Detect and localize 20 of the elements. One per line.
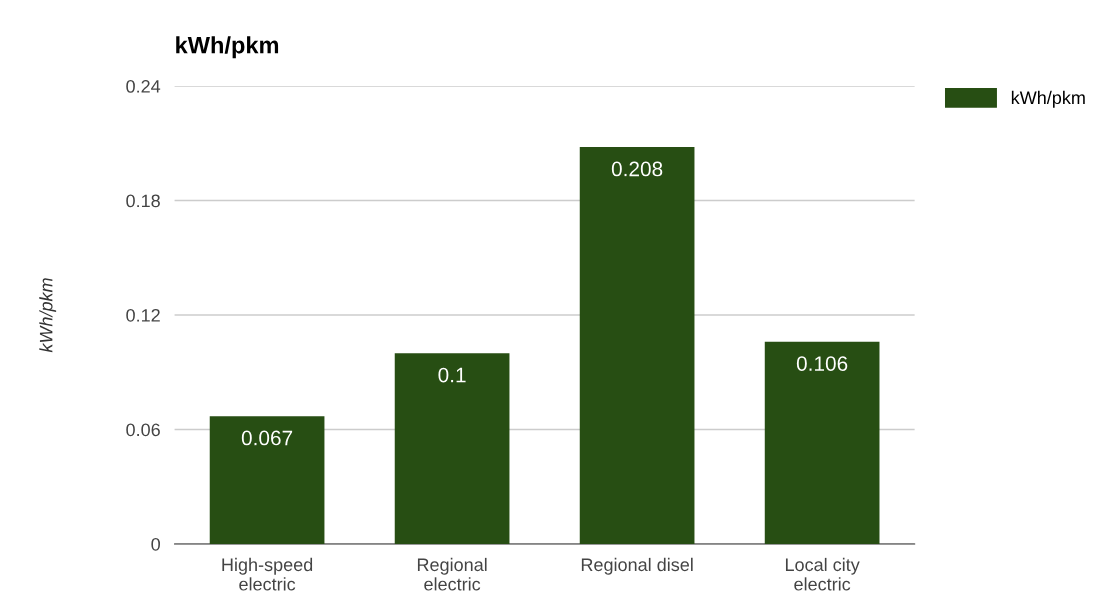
bar [764,341,880,544]
x-tick-label: Regional electric [417,557,487,591]
y-tick-label: 0 [151,537,160,551]
bar [579,147,695,544]
y-axis-title: kWh/pkm [39,278,57,353]
legend-label: kWh/pkm [1011,90,1085,108]
x-tick-label: Local city electric [785,557,860,591]
bar [209,416,325,544]
y-tick-label: 0.06 [126,423,160,437]
x-tick-label: High-speed electric [222,557,313,591]
bar [394,353,510,544]
data-label: 0.208 [611,161,663,177]
data-label: 0.067 [241,430,293,446]
y-tick-label: 0.18 [126,194,160,208]
x-tick-label: Regional disel [581,557,693,575]
y-tick-label: 0.24 [126,80,161,93]
data-label: 0.1 [438,367,466,383]
data-label: 0.106 [796,356,848,371]
chart-title: kWh/pkm [176,36,279,59]
y-tick-label: 0.12 [126,308,160,322]
